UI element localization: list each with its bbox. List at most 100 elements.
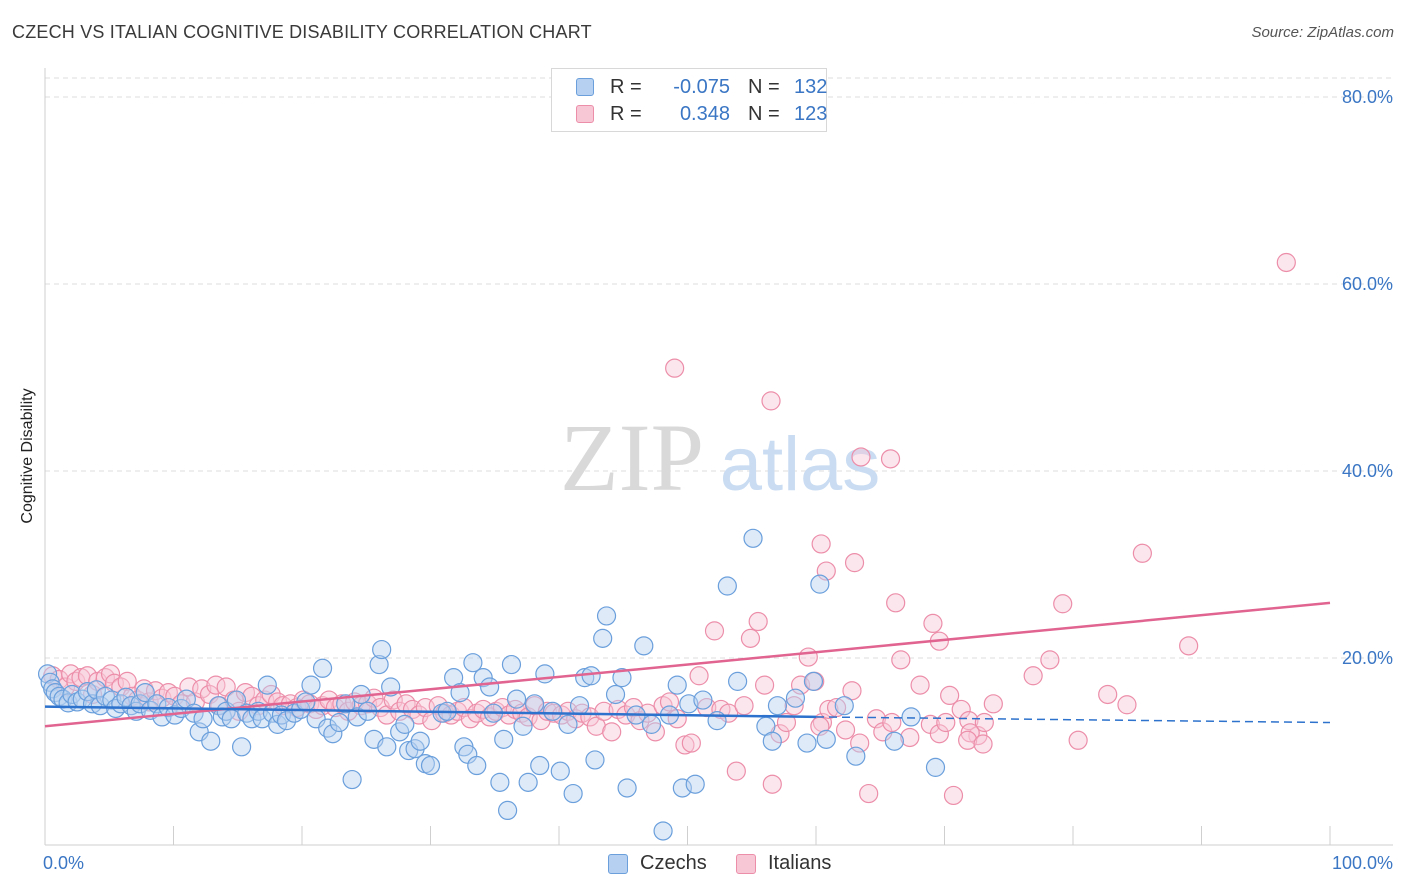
- czech-point: [617, 778, 637, 798]
- italian-point: [689, 666, 709, 686]
- italian-legend-swatch: [736, 853, 756, 874]
- czech-point: [494, 729, 514, 749]
- chart-source: Source: ZipAtlas.com: [1251, 24, 1394, 41]
- italian-point: [117, 671, 137, 691]
- czech-point: [329, 712, 349, 733]
- italian-point: [859, 783, 879, 804]
- czech-point: [884, 731, 904, 751]
- czech-point: [257, 675, 277, 695]
- y-tick-label: 80.0%: [1342, 87, 1393, 107]
- czech-point: [767, 696, 788, 716]
- italian-point: [734, 696, 754, 716]
- italian-point: [983, 694, 1003, 714]
- italian-point: [844, 553, 865, 573]
- czech-point: [410, 731, 430, 751]
- italian-point: [165, 686, 185, 706]
- correlation-legend: R = -0.075 N = 132 R = 0.348 N = 123: [551, 68, 827, 132]
- czech-point: [667, 675, 687, 695]
- italian-point: [1053, 594, 1073, 614]
- czech-point: [513, 716, 533, 736]
- italian-point: [1098, 684, 1118, 705]
- czech-point: [581, 666, 601, 686]
- italian-point: [748, 611, 768, 632]
- italian-point: [558, 701, 578, 721]
- czech-point: [490, 772, 510, 792]
- italian-point: [665, 358, 685, 378]
- czech-point: [201, 731, 221, 751]
- czech-point: [634, 636, 654, 656]
- czech-point: [420, 755, 441, 776]
- italian-point: [776, 712, 797, 733]
- y-tick-label: 60.0%: [1342, 274, 1393, 294]
- czech-point: [395, 714, 415, 734]
- czech-point: [45, 682, 65, 703]
- czech-point: [641, 714, 662, 734]
- watermark-atlas: atlas: [720, 422, 881, 507]
- legend-item-italians: Italians: [736, 852, 831, 875]
- axes: [44, 68, 1393, 846]
- trend-lines: [44, 601, 1331, 728]
- czech-legend-swatch: [608, 853, 628, 874]
- czech-point: [925, 757, 946, 777]
- italian-point: [704, 621, 725, 641]
- italian-point: [886, 593, 906, 613]
- czech-point: [501, 654, 522, 675]
- czech-point: [498, 800, 518, 821]
- czech-point: [593, 628, 613, 648]
- italian-point: [681, 733, 701, 753]
- czech-point: [672, 778, 692, 798]
- czech-point: [450, 682, 470, 703]
- grid-lines: [45, 77, 1393, 659]
- italian-point: [842, 681, 862, 701]
- czech-point: [762, 731, 782, 751]
- czech-point: [323, 724, 343, 744]
- italian-point: [960, 723, 980, 743]
- czech-trend-line-extension: [815, 716, 1331, 724]
- czech-point: [542, 701, 563, 721]
- legend-r-label: R =: [610, 102, 642, 125]
- czech-point: [846, 746, 866, 766]
- italian-point: [1276, 252, 1296, 273]
- czech-point: [693, 690, 713, 710]
- czech-point: [679, 694, 699, 714]
- italian-point: [973, 734, 993, 754]
- czech-point: [506, 689, 527, 709]
- czech-point: [232, 737, 252, 757]
- czech-point: [480, 677, 500, 697]
- legend-item-czechs: Czechs: [608, 852, 707, 875]
- czech-point: [785, 688, 806, 708]
- italian-point: [659, 692, 680, 712]
- legend-row-czechs: R = -0.075 N = 132: [576, 74, 827, 100]
- italian-point: [1132, 543, 1152, 563]
- chart-title: CZECH VS ITALIAN COGNITIVE DISABILITY CO…: [12, 22, 592, 42]
- italian-point: [929, 724, 949, 744]
- italian-point: [819, 699, 839, 720]
- italian-point: [891, 650, 911, 670]
- italian-point: [740, 628, 761, 648]
- czech-point: [467, 755, 487, 776]
- watermark-zip: ZIP: [560, 404, 704, 511]
- legend-r-value: 0.348: [679, 102, 730, 125]
- italian-swatch: [576, 105, 594, 123]
- czech-point: [53, 689, 73, 709]
- czech-point: [342, 769, 362, 790]
- italian-point: [602, 722, 622, 742]
- y-tick-label: 40.0%: [1342, 461, 1393, 481]
- czech-point: [369, 654, 389, 675]
- italian-point: [811, 534, 831, 554]
- series-legend: Czechs Italians: [0, 852, 1406, 878]
- czech-series: [37, 528, 946, 841]
- czech-point: [135, 682, 155, 703]
- italian-point: [1117, 695, 1137, 715]
- czech-point: [347, 707, 367, 727]
- czech-point: [312, 658, 333, 678]
- italian-point: [1040, 650, 1060, 670]
- italian-point: [882, 712, 902, 733]
- italian-point: [754, 675, 775, 695]
- italian-point: [943, 785, 964, 806]
- czech-point: [473, 668, 493, 688]
- czech-point: [810, 574, 830, 594]
- czech-point: [276, 711, 297, 731]
- czech-swatch: [576, 78, 594, 96]
- italian-point: [936, 712, 956, 733]
